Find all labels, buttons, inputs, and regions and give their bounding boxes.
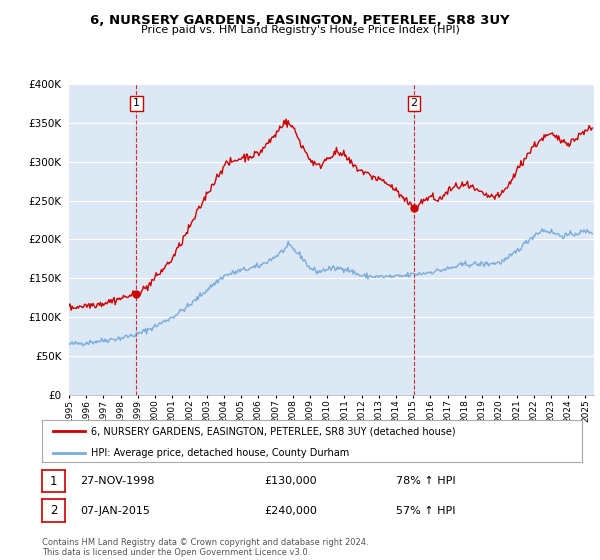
Text: HPI: Average price, detached house, County Durham: HPI: Average price, detached house, Coun… bbox=[91, 448, 349, 458]
Text: £130,000: £130,000 bbox=[264, 476, 317, 486]
Text: 1: 1 bbox=[50, 474, 57, 488]
Text: 57% ↑ HPI: 57% ↑ HPI bbox=[396, 506, 455, 516]
Text: 6, NURSERY GARDENS, EASINGTON, PETERLEE, SR8 3UY (detached house): 6, NURSERY GARDENS, EASINGTON, PETERLEE,… bbox=[91, 426, 455, 436]
Text: 1: 1 bbox=[133, 99, 140, 109]
Text: 07-JAN-2015: 07-JAN-2015 bbox=[80, 506, 149, 516]
Text: Price paid vs. HM Land Registry's House Price Index (HPI): Price paid vs. HM Land Registry's House … bbox=[140, 25, 460, 35]
Text: 6, NURSERY GARDENS, EASINGTON, PETERLEE, SR8 3UY: 6, NURSERY GARDENS, EASINGTON, PETERLEE,… bbox=[90, 14, 510, 27]
Text: 78% ↑ HPI: 78% ↑ HPI bbox=[396, 476, 455, 486]
Text: Contains HM Land Registry data © Crown copyright and database right 2024.
This d: Contains HM Land Registry data © Crown c… bbox=[42, 538, 368, 557]
Text: 27-NOV-1998: 27-NOV-1998 bbox=[80, 476, 154, 486]
Text: 2: 2 bbox=[50, 504, 57, 517]
Text: £240,000: £240,000 bbox=[264, 506, 317, 516]
Text: 2: 2 bbox=[410, 99, 418, 109]
